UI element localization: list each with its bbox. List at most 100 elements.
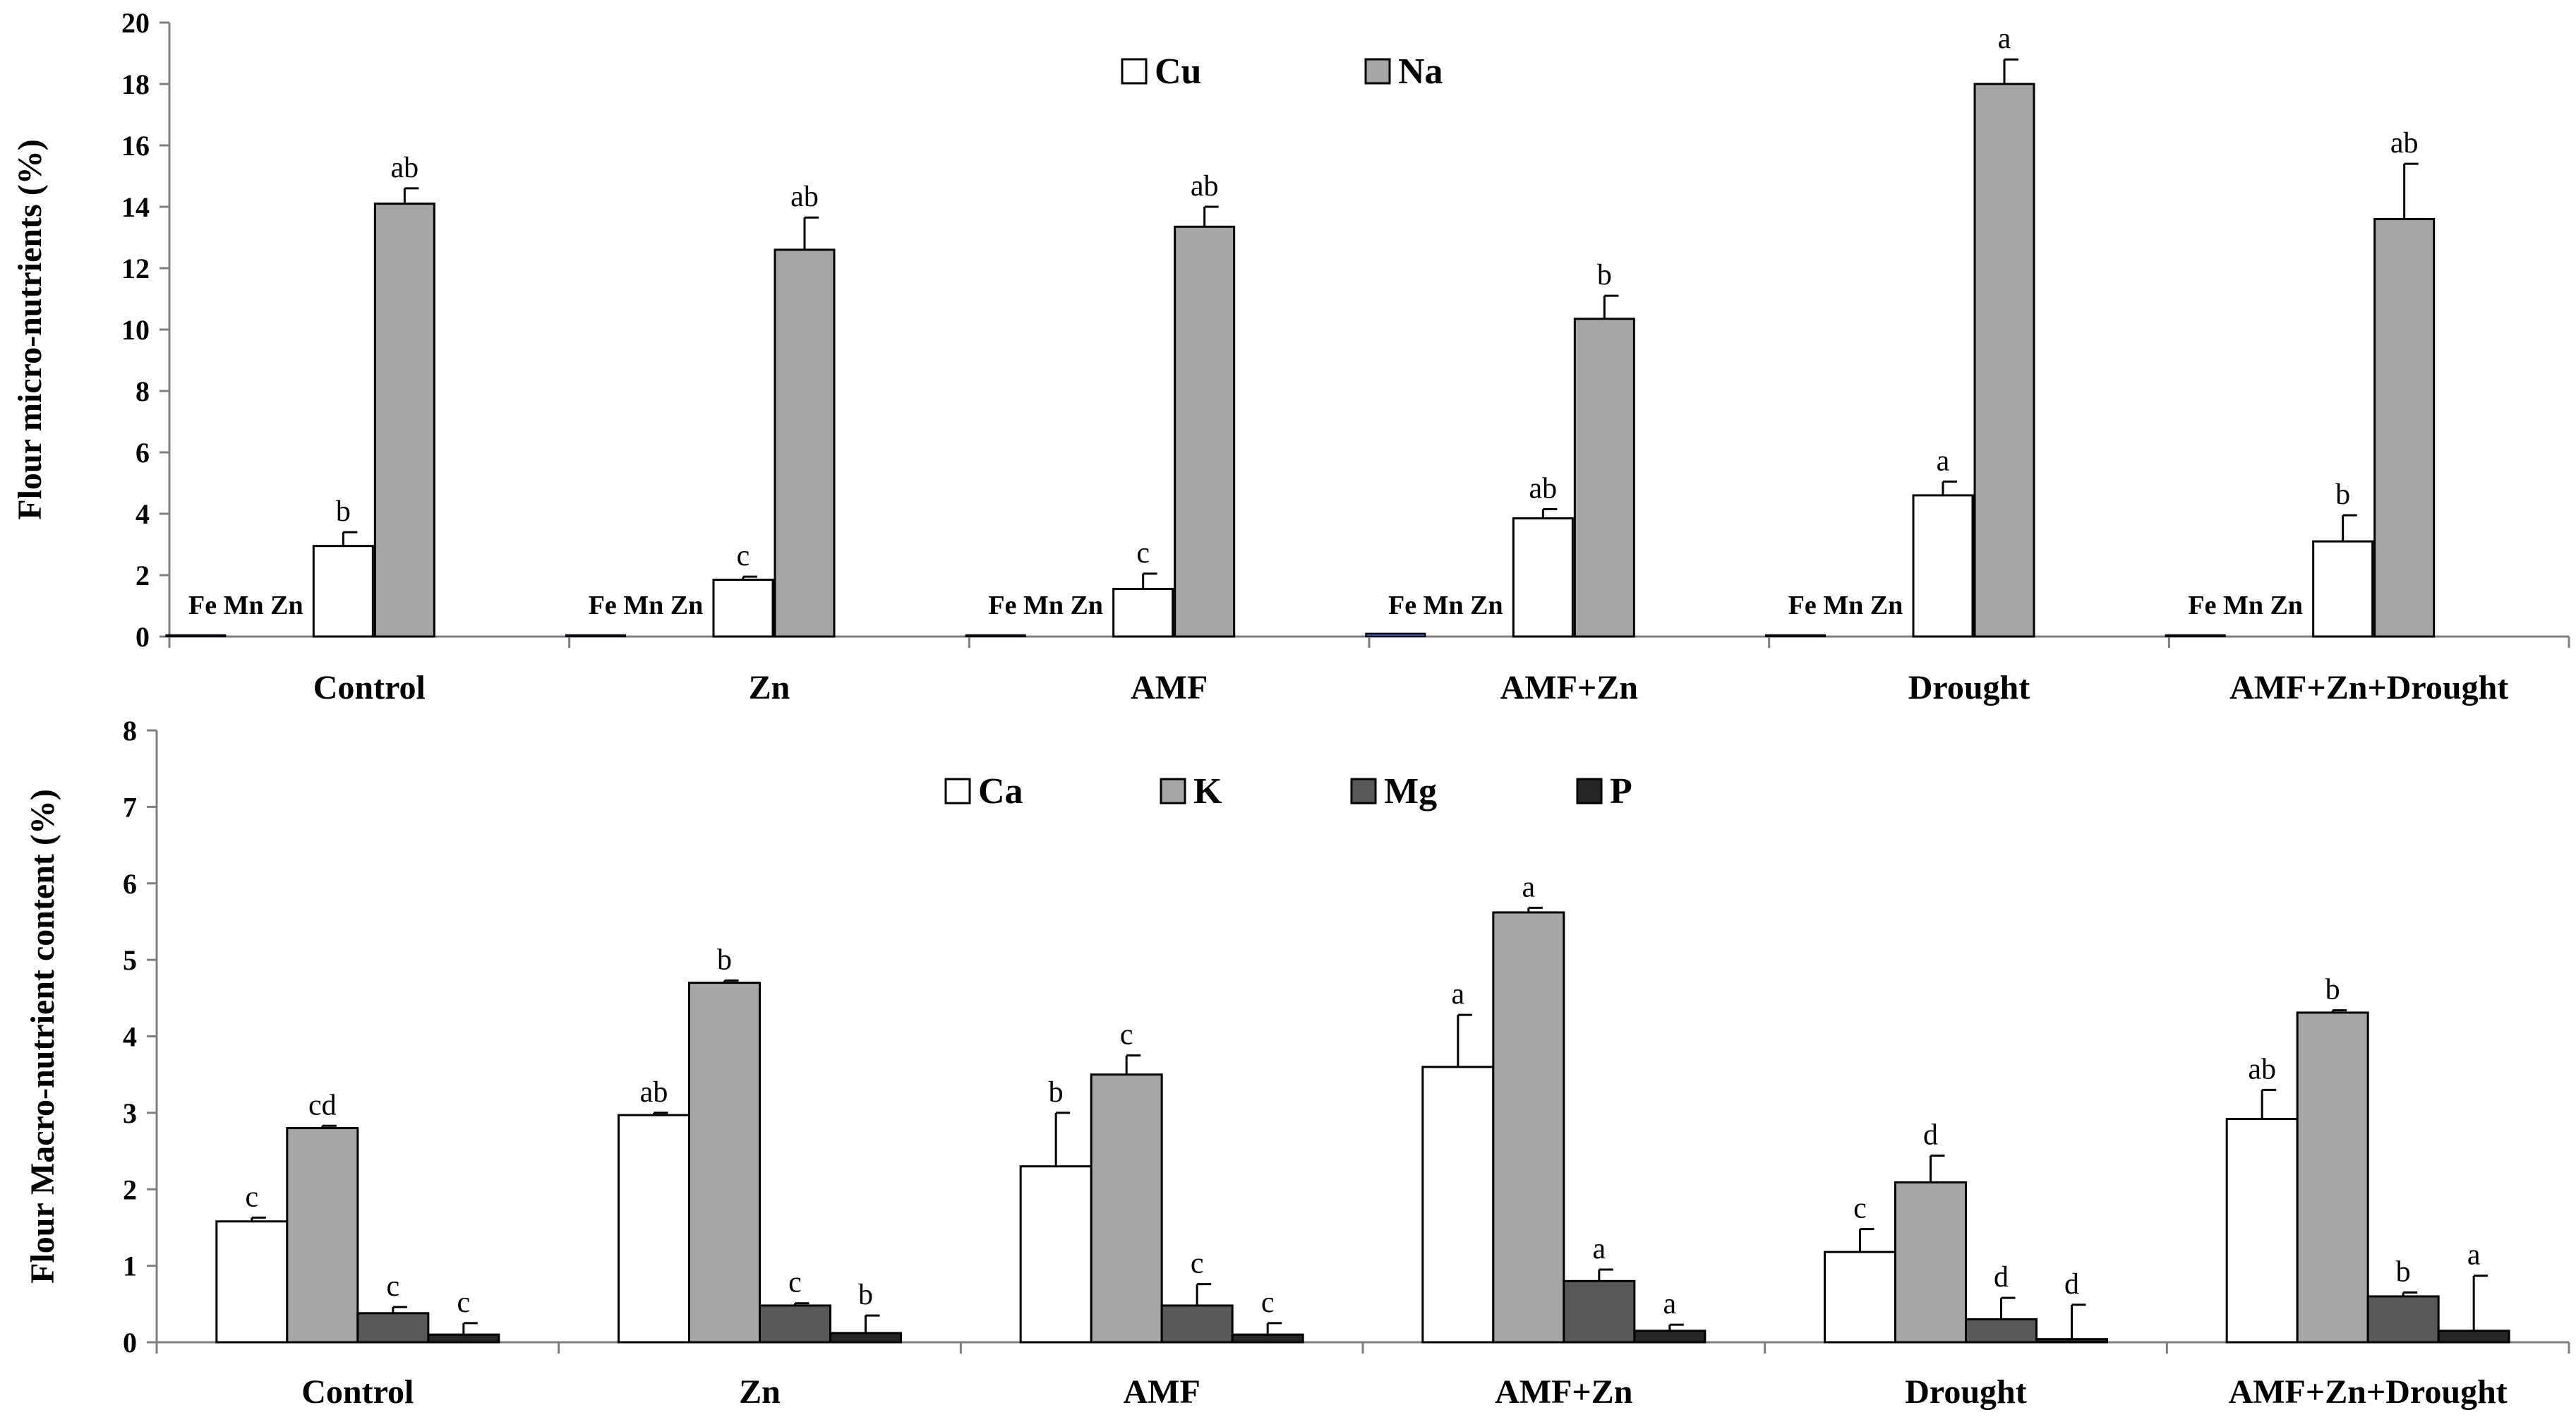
y-tick-label: 16 <box>121 130 150 162</box>
significance-letter: ab <box>2390 127 2419 159</box>
bar-k <box>2296 1011 2369 1344</box>
significance-letter: a <box>1663 1288 1677 1320</box>
category-label: AMF+Zn+Drought <box>2229 669 2508 706</box>
significance-letter: b <box>336 495 351 528</box>
bar-ca <box>2225 1118 2299 1344</box>
category-label: AMF+Zn+Drought <box>2229 1373 2508 1411</box>
minor-series-label: Fe Mn Zn <box>589 591 704 620</box>
bar-na <box>2373 217 2436 638</box>
y-tick-label: 8 <box>123 715 137 747</box>
bar-mg <box>356 1312 430 1344</box>
significance-letter: c <box>1136 537 1150 570</box>
bar-k <box>286 1127 359 1344</box>
significance-letter: c <box>1120 1019 1133 1052</box>
significance-letter: cd <box>308 1089 337 1121</box>
category-label: Zn <box>749 669 790 706</box>
y-tick-label: 2 <box>136 560 150 591</box>
significance-letter: a <box>1998 23 2011 55</box>
significance-letter: b <box>1597 259 1612 291</box>
category-label: Drought <box>1908 669 2030 706</box>
y-tick-label: 1 <box>123 1251 137 1282</box>
bar-cu <box>712 579 774 638</box>
bar-ca <box>1421 1066 1495 1344</box>
bar-k <box>1492 911 1565 1344</box>
legend-swatch-ca <box>944 778 971 805</box>
y-axis-label: Flour Macro-nutrient content (%) <box>24 789 61 1284</box>
bar-p <box>427 1333 500 1344</box>
category-label: Control <box>313 669 426 706</box>
significance-letter: b <box>1049 1076 1064 1109</box>
bar-cu <box>2312 540 2374 638</box>
legend-label-cu: Cu <box>1155 52 1201 92</box>
y-tick-label: 10 <box>121 314 150 346</box>
legend-label-ca: Ca <box>978 771 1023 812</box>
bar-p <box>2437 1330 2510 1344</box>
legend-swatch-p <box>1576 778 1603 805</box>
bar-k <box>688 982 761 1344</box>
legend-swatch-na <box>1364 58 1391 85</box>
bar-ca <box>215 1220 289 1344</box>
bar-p <box>829 1332 902 1344</box>
significance-letter: ab <box>640 1076 668 1109</box>
significance-letter: c <box>246 1181 259 1213</box>
category-label: AMF <box>1124 1373 1200 1411</box>
y-tick-label: 20 <box>121 7 150 39</box>
legend-label-na: Na <box>1398 52 1443 92</box>
significance-letter: a <box>1522 871 1536 903</box>
significance-letter: b <box>717 944 732 976</box>
y-tick-label: 14 <box>121 191 150 223</box>
bar-mg <box>1563 1279 1636 1344</box>
category-label: Control <box>301 1373 414 1411</box>
significance-letter: ab <box>2248 1053 2276 1085</box>
legend-label-k: K <box>1193 771 1222 812</box>
bar-na <box>1174 225 1236 638</box>
significance-letter: ab <box>1191 170 1219 203</box>
category-label: Zn <box>739 1373 781 1411</box>
minor-bar <box>965 634 1026 638</box>
y-tick-label: 0 <box>123 1327 137 1358</box>
significance-letter: ab <box>790 181 819 213</box>
minor-bar <box>1765 634 1826 638</box>
bar-ca <box>1824 1251 1896 1344</box>
minor-series-label: Fe Mn Zn <box>2188 591 2303 620</box>
significance-letter: b <box>2396 1256 2411 1289</box>
y-tick-label: 8 <box>136 375 150 407</box>
bar-p <box>1231 1333 1304 1344</box>
bar-cu <box>1512 517 1574 638</box>
category-label: AMF+Zn <box>1495 1373 1632 1411</box>
y-tick-label: 2 <box>123 1174 137 1205</box>
significance-letter: c <box>387 1270 400 1303</box>
y-tick-label: 4 <box>123 1021 137 1053</box>
significance-letter: c <box>1261 1287 1275 1319</box>
y-tick-label: 6 <box>136 437 150 469</box>
significance-letter: a <box>1937 445 1950 477</box>
significance-letter: d <box>1923 1119 1938 1152</box>
micro-nutrients-chart: 0 2 4 6 8 10 12 14 16 18 20 Flour micro-nutrients (… <box>11 7 2570 706</box>
significance-letter: c <box>457 1287 471 1319</box>
minor-bar <box>165 634 227 638</box>
category-label: AMF <box>1131 669 1208 706</box>
significance-letter: b <box>858 1279 873 1311</box>
significance-letter: a <box>1452 978 1465 1011</box>
minor-bar <box>1365 632 1426 638</box>
significance-letter: b <box>2335 478 2350 511</box>
significance-letter: c <box>1853 1193 1867 1225</box>
significance-letter: b <box>2325 974 2340 1006</box>
significance-letter: c <box>737 540 750 572</box>
bar-ca <box>618 1114 690 1344</box>
bar-ca <box>1019 1165 1093 1344</box>
y-tick-label: 0 <box>136 621 150 653</box>
legend-label-p: P <box>1610 771 1632 812</box>
minor-series-label: Fe Mn Zn <box>988 591 1103 620</box>
bar-mg <box>759 1304 831 1344</box>
bar-cu <box>1912 494 1974 638</box>
bar-na <box>1973 83 2035 638</box>
bar-cu <box>1112 588 1174 638</box>
y-tick-label: 7 <box>123 791 137 823</box>
minor-series-label: Fe Mn Zn <box>1388 591 1503 620</box>
significance-letter: d <box>2064 1268 2079 1301</box>
y-tick-label: 12 <box>121 253 150 284</box>
category-label: AMF+Zn <box>1500 669 1638 706</box>
y-tick-label: 5 <box>123 944 137 976</box>
category-label: Drought <box>1905 1373 2026 1411</box>
